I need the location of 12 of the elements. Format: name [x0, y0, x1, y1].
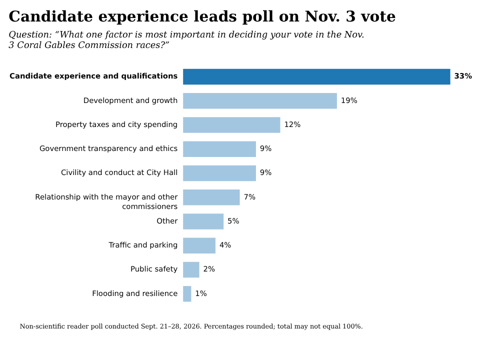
bar [183, 214, 224, 230]
chart-title: Candidate experience leads poll on Nov. 3 vote [8, 8, 396, 26]
bar [183, 190, 240, 206]
bar [183, 262, 200, 278]
bar [183, 165, 256, 182]
bar [183, 93, 337, 109]
bar [183, 117, 280, 133]
bar [183, 286, 192, 302]
chart-subtitle: Question: “What one factor is most important in deciding your vote in the Nov. 3 Coral Gables Commission races?” [8, 30, 364, 52]
bar [183, 141, 256, 157]
bar [183, 238, 216, 254]
bar [183, 68, 450, 85]
